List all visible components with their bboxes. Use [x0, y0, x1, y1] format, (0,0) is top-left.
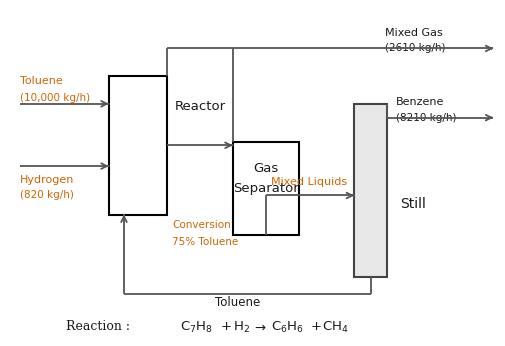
Text: Mixed Liquids: Mixed Liquids: [270, 177, 346, 186]
Text: $\mathsf{C_7H_8}$: $\mathsf{C_7H_8}$: [179, 319, 212, 335]
Text: Mixed Gas: Mixed Gas: [384, 28, 441, 38]
Text: Toluene: Toluene: [20, 76, 63, 86]
Text: $\mathsf{CH_4}$: $\mathsf{CH_4}$: [322, 319, 348, 335]
Text: 75% Toluene: 75% Toluene: [172, 237, 238, 247]
Text: Separator: Separator: [232, 182, 298, 195]
Text: Reactor: Reactor: [174, 100, 225, 113]
Text: Conversion: Conversion: [172, 220, 230, 230]
Text: $\mathsf{H_2}$: $\mathsf{H_2}$: [232, 319, 249, 335]
Bar: [354, 104, 386, 277]
Bar: [109, 76, 167, 215]
Text: Still: Still: [399, 197, 425, 211]
Text: (2610 kg/h): (2610 kg/h): [384, 43, 444, 53]
Text: (10,000 kg/h): (10,000 kg/h): [20, 93, 90, 102]
Bar: [232, 142, 298, 235]
Text: Hydrogen: Hydrogen: [20, 175, 74, 185]
Text: (8210 kg/h): (8210 kg/h): [395, 113, 456, 122]
Text: (820 kg/h): (820 kg/h): [20, 191, 74, 200]
Text: $\mathsf{C_6H_6}$: $\mathsf{C_6H_6}$: [270, 319, 303, 335]
Text: Gas: Gas: [252, 162, 278, 174]
Text: Benzene: Benzene: [395, 97, 444, 107]
Text: Toluene: Toluene: [215, 296, 260, 309]
Text: Reaction :: Reaction :: [66, 320, 133, 334]
Text: $\mathsf{+}$: $\mathsf{+}$: [220, 320, 231, 334]
Text: $\mathsf{+}$: $\mathsf{+}$: [309, 320, 321, 334]
Text: $\mathsf{\rightarrow}$: $\mathsf{\rightarrow}$: [251, 320, 267, 334]
